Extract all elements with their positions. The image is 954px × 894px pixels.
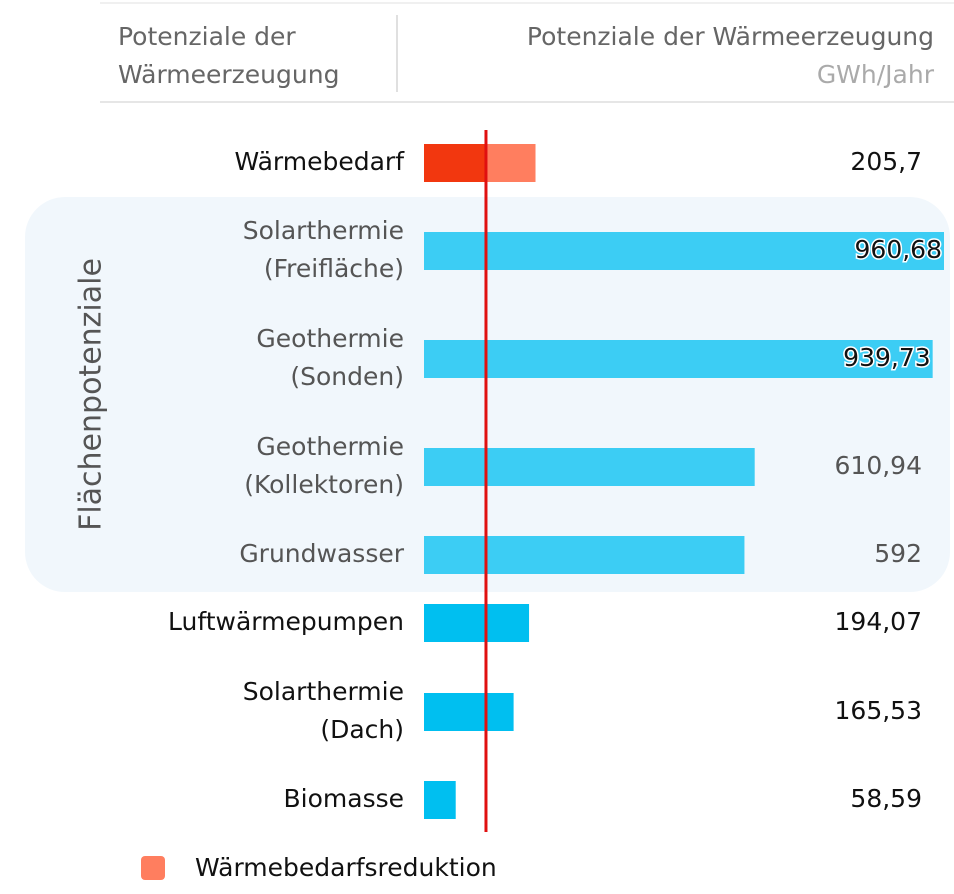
bar xyxy=(424,340,933,378)
header-left: Potenziale der xyxy=(118,22,296,51)
bar xyxy=(424,781,456,819)
header-right: Potenziale der Wärmeerzeugung xyxy=(527,22,934,51)
value-label: 610,94 xyxy=(835,451,922,480)
value-label: 592 xyxy=(874,539,922,568)
header-unit: GWh/Jahr xyxy=(817,60,935,89)
header xyxy=(100,0,954,102)
legend-swatch xyxy=(141,856,165,880)
value-label: 58,59 xyxy=(850,784,922,813)
category-label: Solarthermie xyxy=(243,677,404,706)
category-label: Luftwärmepumpen xyxy=(168,607,404,636)
category-label: (Freifläche) xyxy=(264,254,404,283)
category-label: (Dach) xyxy=(320,715,404,744)
bar xyxy=(424,448,755,486)
group-box xyxy=(25,197,950,592)
category-label: (Sonden) xyxy=(290,362,404,391)
bar xyxy=(424,693,514,731)
reduction-bar xyxy=(485,144,536,182)
category-label: (Kollektoren) xyxy=(244,470,404,499)
category-label: Grundwasser xyxy=(239,539,404,568)
category-label: Wärmebedarf xyxy=(234,147,405,176)
value-label: 165,53 xyxy=(835,696,922,725)
category-label: Geothermie xyxy=(256,432,404,461)
bar xyxy=(424,604,530,642)
category-label: Solarthermie xyxy=(243,216,404,245)
value-label: 939,73 xyxy=(843,343,930,372)
legend-label: Wärmebedarfsreduktion xyxy=(195,853,497,882)
category-label: Geothermie xyxy=(256,324,404,353)
value-label: 205,7 xyxy=(850,147,922,176)
value-label: 194,07 xyxy=(835,607,922,636)
group-label: Flächenpotenziale xyxy=(74,258,109,531)
header-left: Wärmeerzeugung xyxy=(118,60,339,89)
value-label: 960,68 xyxy=(855,235,942,264)
bar xyxy=(424,536,745,574)
category-label: Biomasse xyxy=(284,784,405,813)
bar xyxy=(424,232,944,270)
